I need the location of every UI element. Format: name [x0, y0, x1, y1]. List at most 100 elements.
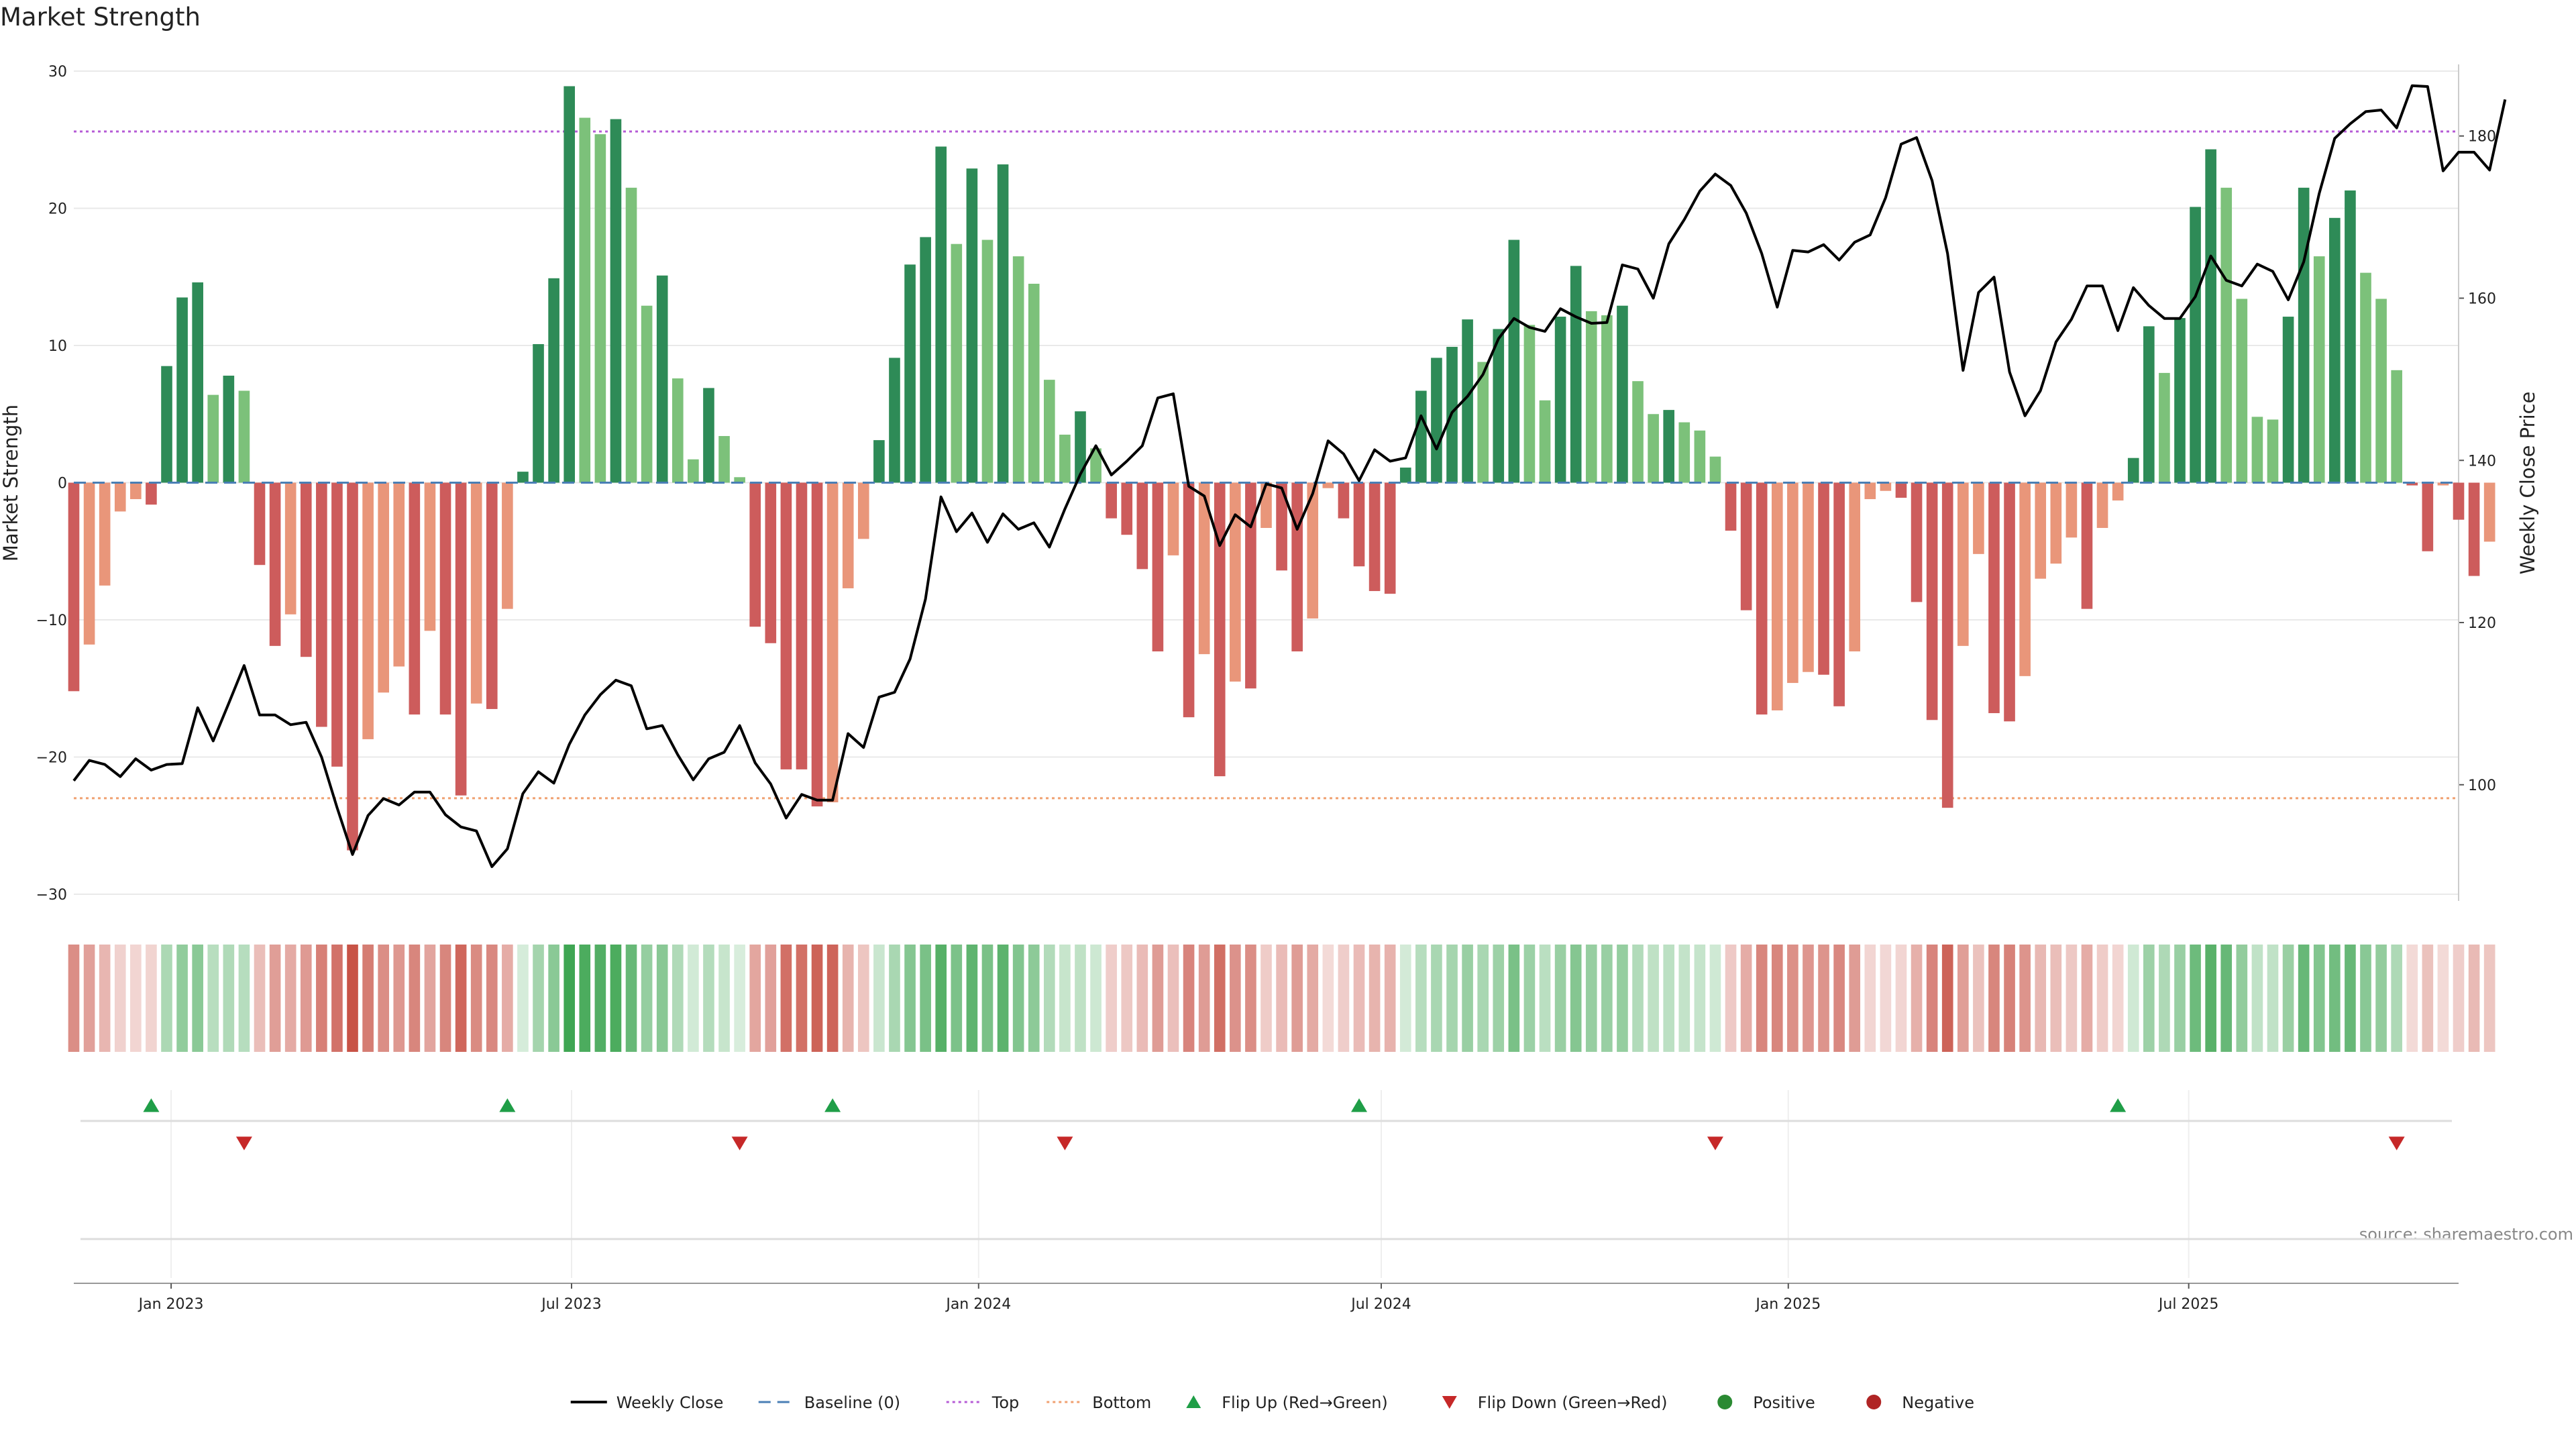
strength-heat-cell — [981, 945, 994, 1052]
legend-item: Flip Down (Green→Red) — [1442, 1393, 1668, 1412]
strength-heat-cell — [1462, 945, 1473, 1052]
y2-axis-title: Weekly Close Price — [2516, 392, 2539, 575]
strength-heat-cell — [1740, 945, 1752, 1052]
strength-heat-cell — [1012, 945, 1024, 1052]
strength-bar — [718, 435, 730, 483]
strength-bar — [1988, 482, 2000, 714]
strength-bar — [2406, 482, 2418, 486]
legend-label: Bottom — [1092, 1393, 1151, 1412]
strength-bar — [284, 482, 297, 614]
strength-bar — [904, 264, 916, 483]
strength-heat-cell — [1803, 945, 1814, 1052]
strength-bar — [1059, 434, 1071, 483]
strength-bar — [1276, 482, 1287, 571]
strength-heat-cell — [1694, 945, 1706, 1052]
strength-bar — [161, 366, 172, 483]
strength-bar — [517, 472, 529, 483]
strength-heat-cell — [2298, 945, 2310, 1052]
strength-bar — [610, 119, 622, 483]
strength-bar — [765, 482, 777, 643]
strength-heat-cell — [2127, 945, 2139, 1052]
strength-bar — [1926, 482, 1938, 720]
strength-heat-cell — [2065, 945, 2078, 1052]
strength-bar — [2174, 318, 2186, 483]
strength-bar — [1694, 430, 1706, 483]
strength-bar — [1849, 482, 1861, 652]
strength-bar — [749, 482, 761, 627]
strength-bar — [2065, 482, 2078, 538]
strength-heat-cell — [1926, 945, 1938, 1052]
y-tick-label: 20 — [48, 201, 67, 218]
strength-heat-cell — [470, 945, 482, 1052]
flip-up-marker — [1351, 1098, 1368, 1112]
strength-heat-cell — [1523, 945, 1536, 1052]
y-axis-title: Market Strength — [0, 405, 22, 561]
strength-bar — [2127, 458, 2139, 483]
strength-bar — [146, 482, 157, 505]
strength-heat-cell — [1446, 945, 1458, 1052]
strength-bar — [1028, 283, 1040, 483]
strength-heat-cell — [594, 945, 606, 1052]
strength-heat-cell — [269, 945, 281, 1052]
strength-heat-cell — [114, 945, 126, 1052]
x-tick-label: Jan 2023 — [138, 1296, 204, 1313]
strength-heat-cell — [1121, 945, 1133, 1052]
strength-heat-cell — [517, 945, 529, 1052]
strength-bar — [1431, 358, 1442, 483]
strength-bar — [316, 482, 327, 727]
y2-tick-label: 100 — [2468, 777, 2496, 794]
strength-bar — [1322, 482, 1334, 488]
strength-bar — [780, 482, 792, 769]
flip-down-marker — [731, 1136, 748, 1150]
flip-up-marker — [824, 1098, 841, 1112]
strength-heat-cell — [378, 945, 389, 1052]
strength-bar — [238, 390, 250, 483]
legend-item: Baseline (0) — [758, 1393, 900, 1412]
strength-heat-cell — [238, 945, 250, 1052]
strength-bar — [2422, 482, 2434, 551]
strength-heat-cell — [2267, 945, 2279, 1052]
strength-bar — [2483, 482, 2496, 542]
strength-heat-cell — [951, 945, 963, 1052]
strength-heat-cell — [1059, 945, 1071, 1052]
strength-heat-cell — [2050, 945, 2062, 1052]
strength-heat-cell — [68, 945, 80, 1052]
strength-heat-cell — [1725, 945, 1737, 1052]
strength-bar — [997, 164, 1009, 483]
strength-bar — [734, 477, 745, 483]
strength-bar — [1291, 482, 1303, 652]
strength-heat-cell — [1493, 945, 1505, 1052]
flip-down-marker — [1707, 1136, 1723, 1150]
strength-heat-cell — [1368, 945, 1381, 1052]
strength-heat-cell — [347, 945, 358, 1052]
strength-heat-cell — [2375, 945, 2387, 1052]
strength-heat-cell — [2453, 945, 2465, 1052]
strength-heat-cell — [703, 945, 714, 1052]
strength-bar — [2468, 482, 2480, 576]
strength-bar — [2050, 482, 2062, 564]
strength-bar — [1570, 266, 1582, 483]
strength-bar — [192, 282, 203, 483]
strength-heat-cell — [2205, 945, 2216, 1052]
strength-heat-cell — [2190, 945, 2201, 1052]
strength-bar — [2236, 299, 2248, 483]
strength-heat-cell — [2282, 945, 2294, 1052]
strength-heat-cell — [2220, 945, 2233, 1052]
x-tick-label: Jan 2025 — [1754, 1296, 1821, 1313]
y-tick-label: 10 — [48, 338, 67, 355]
strength-heat-cell — [997, 945, 1009, 1052]
strength-bar — [455, 482, 467, 796]
strength-heat-cell — [331, 945, 343, 1052]
strength-bar — [424, 482, 436, 631]
flip-down-marker — [2388, 1136, 2405, 1150]
strength-heat-cell — [146, 945, 157, 1052]
strength-heat-cell — [316, 945, 327, 1052]
strength-bar — [1136, 482, 1148, 570]
strength-bar — [83, 482, 95, 645]
y2-tick-label: 120 — [2468, 615, 2496, 632]
y-tick-label: −30 — [36, 887, 67, 904]
strength-bar — [2205, 149, 2216, 483]
strength-bar — [625, 187, 637, 483]
